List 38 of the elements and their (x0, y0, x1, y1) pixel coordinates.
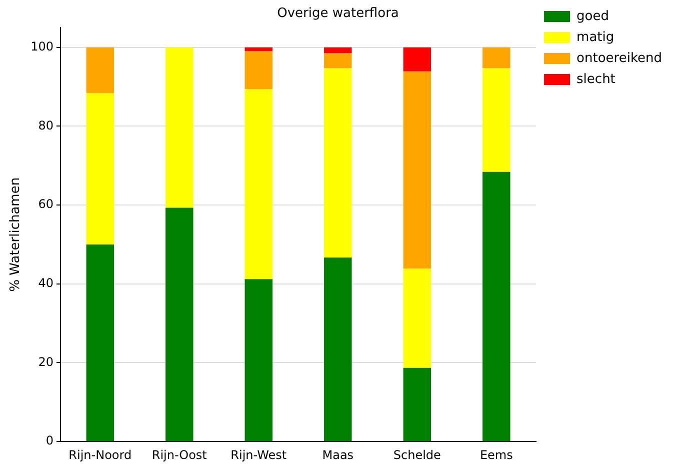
bar (86, 244, 114, 442)
y-tick-label: 60 (38, 197, 54, 212)
bar (324, 68, 352, 258)
bar (324, 53, 352, 68)
chart-title: Overige waterflora (277, 6, 399, 22)
y-tick-label: 80 (38, 118, 54, 132)
bar (244, 47, 273, 52)
x-tick-label: Rijn-Oost (152, 448, 208, 462)
y-tick-label: 20 (38, 354, 54, 369)
legend-label: ontoereikend (576, 50, 662, 66)
bar (403, 368, 432, 442)
y-tick-label: 40 (38, 276, 54, 290)
x-tick-label: Rijn-West (230, 448, 287, 462)
legend-label: goed (576, 8, 610, 24)
bar (403, 71, 432, 269)
y-tick-label: 0 (46, 434, 54, 448)
bar (482, 47, 510, 68)
x-tick-label: Schelde (393, 448, 441, 462)
bar (324, 47, 352, 54)
legend-label: matig (576, 30, 614, 45)
y-tick-label: 100 (30, 39, 54, 54)
bar (244, 51, 273, 90)
bar (482, 68, 510, 172)
x-tick-label: Eems (480, 448, 513, 462)
bar (244, 89, 273, 280)
bar (166, 47, 194, 208)
legend-label: slecht (576, 72, 616, 87)
bar (244, 279, 273, 442)
bar (324, 257, 352, 442)
bar (166, 208, 194, 442)
bar (86, 47, 114, 94)
x-tick-label: Maas (322, 448, 354, 462)
bar (482, 172, 510, 442)
y-axis-title: % Waterlichamen (8, 177, 24, 292)
bar (86, 93, 114, 244)
x-tick-label: Rijn-Noord (68, 448, 132, 462)
bar (403, 47, 432, 72)
bar (403, 268, 432, 368)
